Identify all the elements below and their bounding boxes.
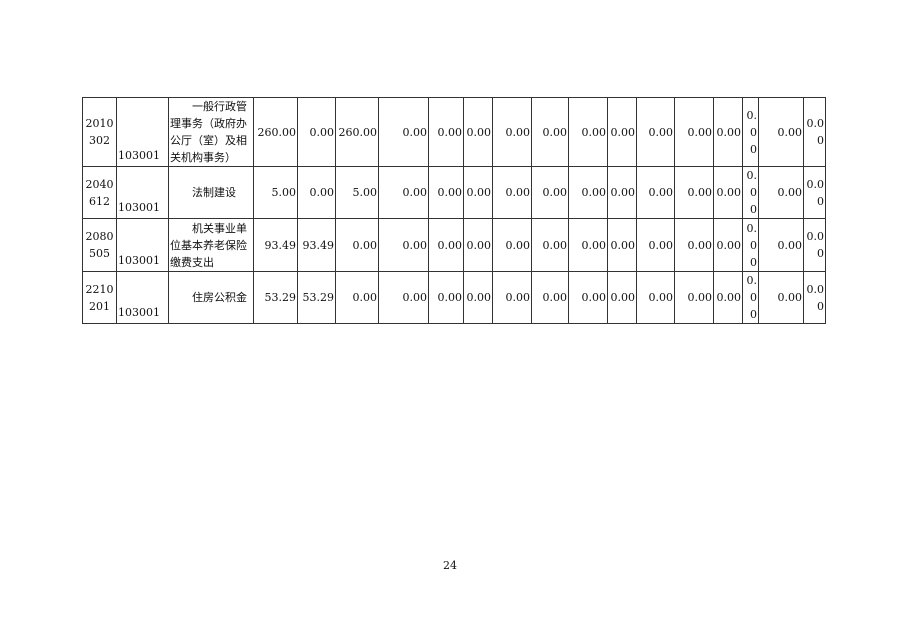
amount-cell: 0.00 [492,97,532,167]
amount-cell: 0.00 [803,166,826,219]
amount-cell: 0.00 [713,218,743,272]
amount-cell: 0.00 [742,166,759,219]
table-row: 2080505 103001 机关事业单位基本养老保险缴费支出 93.49 93.49 0… [82,218,826,272]
amount-cell: 0.00 [463,97,493,167]
amount-cell: 0.00 [568,166,608,219]
page-number: 24 [443,559,457,572]
amount-cell: 0.00 [674,166,714,219]
amount-cell: 0.00 [297,97,336,167]
amount-cell: 0.00 [758,218,804,272]
subject-code-cell: 2010302 [82,97,117,167]
amount-cell: 0.00 [803,271,826,324]
amount-cell: 0.00 [713,166,743,219]
amount-cell: 0.00 [568,271,608,324]
amount-cell: 0.00 [428,97,464,167]
amount-cell: 0.00 [297,166,336,219]
amount-cell: 0.00 [758,166,804,219]
amount-cell: 0.00 [531,97,569,167]
amount-cell: 0.00 [674,97,714,167]
amount-cell: 0.00 [428,271,464,324]
amount-cell: 0.00 [803,218,826,272]
amount-cell: 0.00 [607,166,637,219]
subject-code-cell: 2080505 [82,218,117,272]
amount-cell: 53.29 [297,271,336,324]
amount-cell: 0.00 [378,271,429,324]
amount-cell: 0.00 [335,271,379,324]
subject-code-cell: 2210201 [82,271,117,324]
amount-cell: 0.00 [568,97,608,167]
amount-cell: 0.00 [636,218,675,272]
amount-cell: 0.00 [568,218,608,272]
amount-cell: 0.00 [463,218,493,272]
table-row: 2040612 103001 法制建设 5.00 0.00 5.00 0.00 0.00 0.0… [82,166,826,219]
amount-cell: 0.00 [492,166,532,219]
amount-cell: 93.49 [297,218,336,272]
amount-cell: 0.00 [674,271,714,324]
amount-cell: 0.00 [742,218,759,272]
amount-cell: 0.00 [607,97,637,167]
amount-cell: 0.00 [636,97,675,167]
subject-code-cell: 2040612 [82,166,117,219]
amount-cell: 260.00 [253,97,298,167]
amount-cell: 0.00 [531,271,569,324]
amount-cell: 0.00 [713,97,743,167]
amount-cell: 0.00 [378,218,429,272]
subject-name-cell: 住房公积金 [168,271,254,324]
budget-table: 2010302 103001 一般行政管理事务（政府办公厅（室）及相关机构事务） 26… [82,97,826,324]
amount-cell: 0.00 [636,271,675,324]
table-row: 2010302 103001 一般行政管理事务（政府办公厅（室）及相关机构事务） 26… [82,97,826,167]
table-row: 2210201 103001 住房公积金 53.29 53.29 0.00 0.00 0.00… [82,271,826,324]
amount-cell: 260.00 [335,97,379,167]
amount-cell: 0.00 [636,166,675,219]
amount-cell: 0.00 [428,218,464,272]
amount-cell: 0.00 [378,166,429,219]
amount-cell: 0.00 [463,166,493,219]
amount-cell: 0.00 [742,271,759,324]
amount-cell: 53.29 [253,271,298,324]
unit-code-cell: 103001 [116,166,169,219]
amount-cell: 0.00 [531,166,569,219]
unit-code-cell: 103001 [116,97,169,167]
amount-cell: 0.00 [428,166,464,219]
amount-cell: 0.00 [713,271,743,324]
amount-cell: 0.00 [674,218,714,272]
amount-cell: 0.00 [758,97,804,167]
subject-name-cell: 机关事业单位基本养老保险缴费支出 [168,218,254,272]
amount-cell: 0.00 [742,97,759,167]
subject-name-cell: 法制建设 [168,166,254,219]
amount-cell: 0.00 [758,271,804,324]
amount-cell: 0.00 [463,271,493,324]
amount-cell: 93.49 [253,218,298,272]
amount-cell: 0.00 [607,271,637,324]
amount-cell: 0.00 [492,271,532,324]
unit-code-cell: 103001 [116,271,169,324]
amount-cell: 0.00 [335,218,379,272]
unit-code-cell: 103001 [116,218,169,272]
amount-cell: 5.00 [335,166,379,219]
amount-cell: 0.00 [492,218,532,272]
subject-name-cell: 一般行政管理事务（政府办公厅（室）及相关机构事务） [168,97,254,167]
amount-cell: 5.00 [253,166,298,219]
amount-cell: 0.00 [607,218,637,272]
amount-cell: 0.00 [378,97,429,167]
amount-cell: 0.00 [531,218,569,272]
amount-cell: 0.00 [803,97,826,167]
